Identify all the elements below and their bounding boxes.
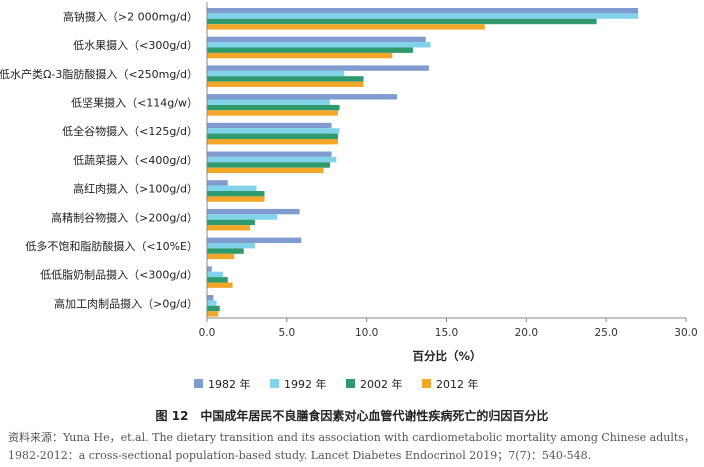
bar-1982-1 — [207, 36, 426, 43]
source-line-2: 1982-2012：a cross-sectional population-b… — [8, 449, 592, 462]
category-label: 低水果摄入（<300g/d） — [73, 38, 198, 52]
x-axis-title: 百分比（%） — [412, 349, 481, 363]
bar-1992-7 — [207, 214, 278, 220]
x-tick-label: 0.0 — [199, 327, 216, 339]
bar-1982-9 — [207, 266, 212, 272]
bar-1992-9 — [207, 271, 223, 278]
bar-2002-3 — [207, 104, 340, 111]
x-tick-label: 5.0 — [278, 327, 295, 339]
category-label: 高精制谷物摄入（>200g/d） — [51, 210, 198, 224]
bar-chart: 高钠摄入（>2 000mg/d） 低水果摄入（<300g/d） 低水产类Ω-3脂肪酸… — [0, 2, 698, 391]
bar-2012-3 — [207, 110, 338, 116]
bar-2012-5 — [207, 167, 324, 174]
bar-2012-0 — [207, 24, 485, 30]
bar-1982-2 — [207, 65, 429, 71]
category-label: 低水产类Ω-3脂肪酸摄入（<250mg/d） — [0, 67, 198, 81]
legend: 1982 年 1992 年 2002 年 2012 年 — [194, 377, 479, 391]
category-label: 高红肉摄入（>100g/d） — [73, 182, 198, 196]
bar-2002-1 — [207, 47, 413, 53]
bar-1992-2 — [207, 70, 345, 77]
bar-1992-1 — [207, 42, 431, 48]
bar-2012-2 — [207, 81, 364, 87]
x-tick-label: 15.0 — [435, 327, 458, 339]
bar-2012-7 — [207, 225, 251, 231]
x-tick-label: 30.0 — [674, 327, 697, 339]
category-label: 高加工肉制品摄入（>0g/d） — [54, 296, 198, 310]
x-ticks: 0.0 5.0 10.0 15.0 20.0 25.0 30.0 — [199, 318, 698, 339]
category-label: 高钠摄入（>2 000mg/d） — [63, 9, 198, 23]
legend-swatch — [194, 379, 203, 388]
bar-1992-3 — [207, 99, 330, 105]
source-line-1: 资料来源：Yuna He，et.al. The dietary transiti… — [8, 431, 695, 444]
bar-2002-4 — [207, 133, 338, 139]
category-label: 低全谷物摄入（<125g/d） — [62, 124, 198, 138]
bar-2002-9 — [207, 277, 228, 283]
figure-caption: 图 12 中国成年居民不良膳食因素对心血管代谢性疾病死亡的归因百分比 — [155, 409, 549, 423]
bar-1992-6 — [207, 185, 257, 191]
legend-label: 1982 年 — [208, 377, 251, 391]
bar-1982-4 — [207, 122, 332, 129]
bar-1982-8 — [207, 237, 302, 243]
bar-1982-10 — [207, 295, 214, 301]
legend-swatch — [346, 379, 355, 388]
bar-2012-6 — [207, 196, 265, 202]
legend-label: 1992 年 — [284, 377, 327, 391]
legend-label: 2002 年 — [360, 377, 403, 391]
bar-2012-8 — [207, 253, 235, 260]
x-tick-label: 20.0 — [515, 327, 538, 339]
category-labels: 高钠摄入（>2 000mg/d） 低水果摄入（<300g/d） 低水产类Ω-3脂肪酸… — [0, 9, 198, 310]
legend-swatch — [270, 379, 279, 388]
bar-2002-0 — [207, 18, 597, 25]
bar-2002-8 — [207, 248, 244, 254]
bar-1992-4 — [207, 128, 340, 134]
legend-label: 2012 年 — [436, 377, 479, 391]
bars — [207, 8, 639, 317]
bar-2002-5 — [207, 162, 330, 168]
bar-2002-2 — [207, 76, 364, 82]
source-note: 资料来源：Yuna He，et.al. The dietary transiti… — [8, 429, 698, 465]
bar-2012-1 — [207, 52, 393, 59]
category-label: 低低脂奶制品摄入（<300g/d） — [40, 268, 198, 282]
bar-2012-9 — [207, 282, 233, 288]
bar-2002-10 — [207, 305, 220, 312]
x-tick-label: 10.0 — [355, 327, 378, 339]
category-label: 低坚果摄入（<114g/w） — [71, 95, 198, 109]
bar-1992-10 — [207, 300, 217, 306]
bar-1992-0 — [207, 13, 639, 19]
bar-1982-3 — [207, 94, 398, 100]
category-label: 低蔬菜摄入（<400g/d） — [73, 153, 198, 167]
bar-1982-7 — [207, 208, 300, 215]
bar-2012-10 — [207, 311, 219, 317]
bar-2012-4 — [207, 139, 338, 145]
x-tick-label: 25.0 — [594, 327, 617, 339]
bar-2002-6 — [207, 191, 265, 197]
legend-swatch — [422, 379, 431, 388]
bar-1992-5 — [207, 156, 337, 163]
bar-1982-6 — [207, 180, 228, 186]
category-label: 低多不饱和脂肪酸摄入（<10%E） — [25, 239, 198, 253]
bar-1982-5 — [207, 151, 332, 157]
bar-1982-0 — [207, 8, 639, 14]
bar-1992-8 — [207, 243, 255, 249]
bar-2002-7 — [207, 219, 255, 226]
